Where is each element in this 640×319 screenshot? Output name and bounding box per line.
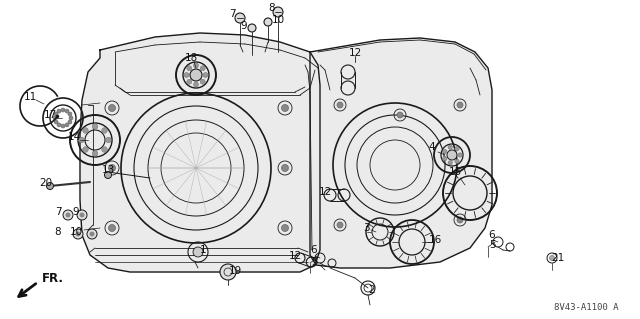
Circle shape (106, 137, 111, 143)
Text: 14: 14 (67, 132, 81, 142)
Circle shape (200, 66, 205, 71)
Circle shape (457, 102, 463, 108)
Circle shape (448, 145, 452, 149)
Circle shape (109, 225, 115, 232)
Circle shape (63, 210, 73, 220)
Circle shape (102, 128, 108, 133)
Circle shape (455, 146, 459, 151)
Circle shape (235, 13, 245, 23)
Text: 2: 2 (369, 285, 375, 295)
Circle shape (69, 116, 73, 120)
Circle shape (273, 7, 283, 17)
Polygon shape (310, 38, 492, 268)
Circle shape (190, 69, 202, 81)
Circle shape (92, 124, 98, 129)
Circle shape (65, 212, 70, 218)
Circle shape (248, 24, 256, 32)
Text: 9: 9 (241, 21, 247, 31)
Circle shape (61, 108, 65, 112)
Circle shape (76, 232, 81, 236)
Circle shape (57, 123, 61, 127)
Circle shape (282, 225, 289, 232)
Text: 6: 6 (310, 245, 317, 255)
Circle shape (54, 112, 58, 116)
Circle shape (455, 159, 459, 163)
Circle shape (54, 120, 58, 124)
Circle shape (220, 264, 236, 280)
Circle shape (65, 109, 69, 113)
Text: 11: 11 (24, 92, 36, 102)
Circle shape (57, 109, 61, 113)
Text: 8: 8 (269, 3, 275, 13)
Text: 5: 5 (489, 240, 495, 250)
Text: 17: 17 (44, 110, 56, 120)
Circle shape (68, 120, 72, 124)
Text: 19: 19 (228, 266, 242, 276)
Text: 8: 8 (54, 227, 61, 237)
Circle shape (104, 172, 111, 179)
Circle shape (184, 72, 189, 78)
Circle shape (79, 212, 84, 218)
Circle shape (83, 128, 88, 133)
Text: 4: 4 (429, 142, 435, 152)
Text: 18: 18 (184, 53, 198, 63)
Circle shape (102, 147, 108, 152)
Circle shape (457, 217, 463, 223)
Text: 13: 13 (101, 165, 115, 175)
Text: 1: 1 (200, 245, 206, 255)
Circle shape (187, 66, 192, 71)
Circle shape (65, 123, 69, 127)
Circle shape (448, 160, 452, 165)
Circle shape (458, 153, 462, 157)
Text: 10: 10 (69, 227, 83, 237)
Text: 5: 5 (310, 257, 317, 267)
Circle shape (83, 147, 88, 152)
Circle shape (264, 18, 272, 26)
Circle shape (79, 137, 84, 143)
Text: 15: 15 (449, 167, 461, 177)
Text: 7: 7 (54, 207, 61, 217)
Text: 16: 16 (428, 235, 442, 245)
Circle shape (200, 79, 205, 84)
Text: 9: 9 (73, 207, 79, 217)
Circle shape (443, 149, 447, 154)
Text: 12: 12 (289, 251, 301, 261)
Circle shape (282, 165, 289, 172)
Circle shape (47, 182, 54, 189)
Circle shape (397, 112, 403, 118)
Circle shape (109, 165, 115, 172)
Circle shape (68, 112, 72, 116)
Circle shape (193, 63, 198, 68)
Circle shape (193, 247, 203, 257)
Text: 7: 7 (228, 9, 236, 19)
Text: 10: 10 (271, 15, 285, 25)
Circle shape (92, 151, 98, 156)
Circle shape (53, 116, 57, 120)
Circle shape (73, 229, 83, 239)
Text: 8V43-A1100 A: 8V43-A1100 A (554, 303, 618, 313)
Circle shape (90, 232, 95, 236)
Circle shape (447, 150, 457, 160)
Circle shape (61, 124, 65, 128)
Circle shape (77, 210, 87, 220)
Circle shape (187, 79, 192, 84)
Text: 12: 12 (318, 187, 332, 197)
Circle shape (87, 229, 97, 239)
Text: FR.: FR. (42, 271, 64, 285)
Text: 6: 6 (489, 230, 495, 240)
Polygon shape (80, 33, 320, 272)
Text: 21: 21 (552, 253, 564, 263)
Circle shape (550, 256, 554, 261)
Circle shape (203, 72, 208, 78)
Circle shape (193, 82, 198, 87)
Circle shape (337, 222, 343, 228)
Text: 20: 20 (40, 178, 52, 188)
Circle shape (282, 105, 289, 112)
Circle shape (109, 105, 115, 112)
Text: 3: 3 (363, 223, 369, 233)
Circle shape (337, 102, 343, 108)
Text: 12: 12 (348, 48, 362, 58)
Circle shape (443, 156, 447, 161)
